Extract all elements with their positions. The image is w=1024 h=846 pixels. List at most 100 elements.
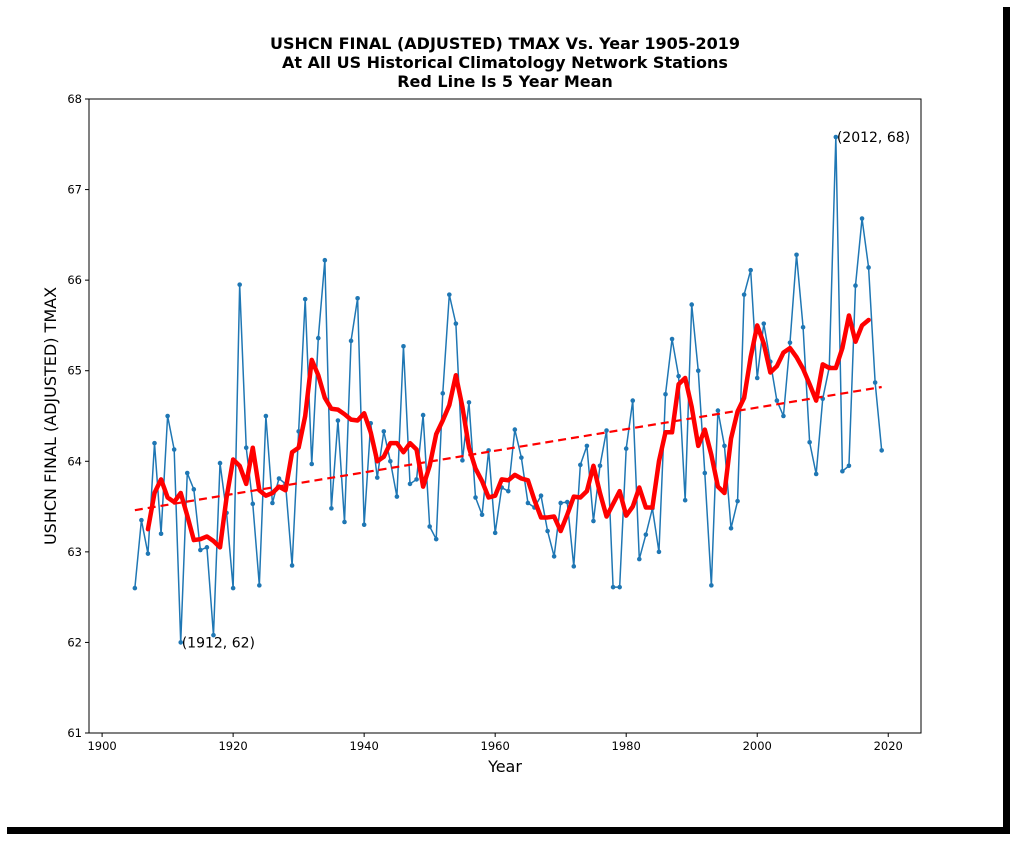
annual-tmax-point <box>335 418 341 423</box>
annual-tmax-point <box>447 292 452 297</box>
five-year-mean-line <box>145 313 871 550</box>
annual-tmax-point <box>551 554 557 559</box>
y-tick-label: 67 <box>67 183 82 197</box>
annual-tmax-point <box>630 398 636 403</box>
x-tick-label: 2020 <box>874 739 903 753</box>
annual-tmax-point <box>623 446 629 451</box>
x-tick-label: 1960 <box>481 739 510 753</box>
chart-title: USHCN FINAL (ADJUSTED) TMAX Vs. Year 190… <box>270 34 740 91</box>
annual-tmax-point <box>591 518 596 524</box>
annual-tmax-point <box>748 267 753 273</box>
annual-tmax-point <box>276 476 282 481</box>
annotations: (2012, 68) (1912, 62) <box>182 130 910 651</box>
annual-tmax-point <box>807 439 812 445</box>
annual-tmax-point <box>709 583 714 588</box>
annual-tmax-point <box>761 321 767 326</box>
chart-title-line-2: At All US Historical Climatology Network… <box>282 53 728 72</box>
annual-tmax-point <box>237 282 242 287</box>
annual-tmax-point <box>794 252 799 258</box>
plot-border <box>88 98 922 734</box>
point-annotation: (1912, 62) <box>182 635 255 651</box>
annual-tmax-point <box>545 528 550 534</box>
annual-tmax-point <box>846 463 852 469</box>
chart-title-line-1: USHCN FINAL (ADJUSTED) TMAX Vs. Year 190… <box>270 34 740 53</box>
annual-tmax-point <box>663 391 668 397</box>
annual-tmax-point <box>695 368 701 374</box>
annual-tmax-point <box>676 373 681 379</box>
annual-tmax-point <box>342 519 347 525</box>
annual-tmax-point <box>715 408 721 413</box>
annual-tmax-point <box>348 338 354 344</box>
annual-tmax-point <box>289 563 295 568</box>
annual-tmax-point <box>178 640 184 645</box>
annual-tmax-point <box>460 458 465 463</box>
annual-tmax-point <box>669 336 675 342</box>
y-tick-label: 66 <box>67 273 82 287</box>
annual-tmax-point <box>564 499 570 505</box>
annual-tmax-point <box>682 497 688 503</box>
chart-title-line-3: Red Line Is 5 Year Mean <box>397 72 613 91</box>
y-tick-label: 61 <box>67 726 82 740</box>
annual-tmax-point <box>309 461 315 467</box>
annual-tmax-point <box>145 551 151 556</box>
annual-tmax-point <box>165 413 170 419</box>
annual-tmax-point <box>722 443 727 449</box>
annual-tmax-point <box>243 445 249 451</box>
annual-tmax-point <box>355 295 360 301</box>
annual-tmax-point <box>204 545 210 550</box>
x-tick-label: 1900 <box>87 739 116 753</box>
annual-tmax-point <box>211 632 216 638</box>
annual-tmax-point <box>401 343 406 349</box>
annual-tmax-point <box>872 380 878 385</box>
annual-tmax-point <box>840 468 845 474</box>
annual-tmax-point <box>427 524 432 529</box>
annual-tmax-point <box>139 517 144 523</box>
annual-tmax-point <box>853 283 858 288</box>
annual-tmax-point <box>217 460 223 466</box>
annual-tmax-point <box>230 585 236 591</box>
annual-tmax-point <box>329 506 334 511</box>
annual-tmax-point <box>787 340 793 345</box>
annual-tmax-point <box>302 296 308 302</box>
annual-tmax-point <box>270 500 275 506</box>
y-axis-ticks: 61 62 63 64 65 66 67 68 <box>67 92 89 740</box>
annual-tmax-point <box>643 532 649 537</box>
x-tick-label: 1980 <box>612 739 641 753</box>
annual-tmax-point <box>558 500 563 506</box>
annual-tmax-point <box>505 488 511 494</box>
annual-tmax-point <box>800 324 806 330</box>
annual-tmax-point <box>617 584 622 590</box>
annual-tmax-point <box>407 481 413 487</box>
x-tick-label: 1940 <box>350 739 379 753</box>
y-axis-label: USHCN FINAL (ADJUSTED) TMAX <box>41 287 60 545</box>
annual-tmax-point <box>728 526 734 531</box>
x-tick-label: 2000 <box>743 739 772 753</box>
annual-tmax-point <box>394 494 400 499</box>
annual-tmax-point <box>191 487 197 492</box>
annual-tmax-point <box>381 429 387 434</box>
annual-tmax-point <box>453 321 459 326</box>
annual-tmax-point <box>879 448 884 453</box>
annual-tmax-point <box>322 257 328 263</box>
annual-tmax-point <box>813 471 819 477</box>
annual-tmax-point <box>361 522 367 527</box>
annual-tmax-point <box>158 531 164 537</box>
annual-tmax-point <box>171 447 177 452</box>
annual-tmax-point <box>420 412 426 418</box>
y-tick-label: 62 <box>67 635 82 649</box>
y-tick-label: 68 <box>67 92 82 106</box>
annual-tmax-point <box>584 443 590 449</box>
x-tick-label: 1920 <box>218 739 247 753</box>
annual-tmax-point <box>604 428 609 433</box>
annual-tmax-point <box>257 583 262 588</box>
annual-tmax-point <box>374 475 380 480</box>
annual-tmax-point <box>198 547 203 553</box>
annual-tmax-point <box>473 495 478 500</box>
annual-tmax-point <box>656 549 662 555</box>
annual-tmax-point <box>741 292 747 297</box>
annual-tmax-point <box>571 564 577 569</box>
annual-tmax-point <box>492 530 498 536</box>
point-annotation: (2012, 68) <box>837 130 910 146</box>
x-axis-label: Year <box>487 757 522 776</box>
